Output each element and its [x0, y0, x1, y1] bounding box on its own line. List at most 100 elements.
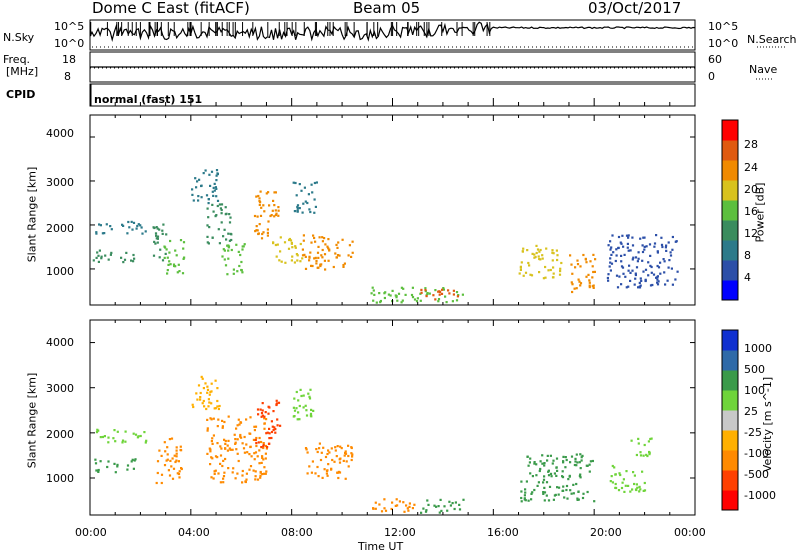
data-cell — [334, 252, 337, 255]
data-cell — [145, 439, 148, 442]
data-cell — [536, 484, 539, 487]
data-cell — [622, 478, 625, 481]
data-cell — [221, 464, 224, 468]
data-cell — [452, 289, 455, 292]
data-cell — [263, 210, 266, 213]
data-cell — [576, 259, 579, 262]
data-cell — [344, 477, 347, 480]
data-cell — [267, 191, 270, 194]
data-cell — [570, 263, 573, 266]
nsky-tick-top: 10^5 — [54, 20, 85, 33]
data-cell — [313, 211, 316, 214]
data-cell — [461, 293, 464, 296]
data-cell — [223, 228, 226, 231]
data-cell — [206, 207, 209, 210]
data-cell — [656, 281, 659, 284]
data-cell — [304, 447, 308, 450]
data-cell — [446, 509, 449, 512]
data-cell — [428, 292, 431, 295]
data-cell — [315, 259, 318, 262]
data-cell — [243, 435, 246, 439]
data-cell — [625, 234, 629, 237]
data-cell — [309, 412, 313, 415]
data-cell — [213, 182, 216, 185]
data-cell — [231, 471, 234, 474]
data-cell — [270, 420, 273, 423]
data-cell — [126, 468, 129, 471]
data-cell — [160, 481, 163, 485]
data-cell — [261, 456, 264, 459]
data-cell — [224, 457, 227, 461]
data-cell — [240, 269, 243, 272]
data-cell — [588, 470, 591, 473]
data-cell — [103, 232, 106, 235]
data-cell — [645, 453, 648, 456]
data-cell — [215, 174, 218, 177]
data-cell — [524, 488, 527, 491]
data-cell — [259, 474, 262, 477]
data-cell — [302, 239, 305, 242]
data-cell — [439, 290, 442, 294]
data-cell — [520, 496, 523, 500]
data-cell — [571, 283, 574, 286]
data-cell — [220, 221, 223, 224]
data-cell — [262, 231, 265, 234]
data-cell — [228, 221, 232, 224]
data-cell — [545, 247, 548, 250]
data-cell — [440, 292, 444, 295]
colorbar-segment — [722, 160, 738, 181]
data-cell — [203, 405, 206, 408]
data-cell — [222, 477, 225, 480]
data-cell — [324, 455, 328, 459]
data-cell — [575, 482, 578, 486]
data-cell — [639, 277, 642, 280]
data-cell — [254, 425, 258, 428]
data-cell — [231, 448, 234, 451]
data-cell — [437, 300, 440, 303]
data-cell — [168, 251, 171, 254]
data-cell — [416, 297, 419, 300]
data-cell — [278, 259, 281, 262]
data-cell — [675, 240, 678, 243]
data-cell — [614, 259, 617, 263]
data-cell — [314, 472, 317, 475]
data-cell — [204, 169, 207, 172]
data-cell — [609, 257, 612, 260]
data-cell — [314, 205, 317, 208]
data-cell — [324, 268, 327, 271]
data-cell — [592, 286, 595, 289]
data-cell — [556, 469, 559, 472]
data-cell — [130, 220, 133, 223]
data-cell — [541, 462, 544, 465]
nsearch-tick-top: 10^5 — [708, 20, 739, 33]
data-cell — [232, 268, 235, 271]
data-cell — [312, 409, 315, 412]
data-cell — [563, 496, 566, 499]
data-cell — [263, 422, 266, 425]
data-cell — [97, 260, 100, 263]
data-cell — [586, 490, 589, 494]
colorbar-segment — [722, 280, 738, 301]
data-cell — [664, 246, 667, 249]
velocity-ytick-4000: 4000 — [46, 336, 74, 349]
data-cell — [559, 267, 562, 270]
data-cell — [95, 431, 99, 434]
data-cell — [521, 250, 524, 253]
data-cell — [166, 269, 169, 272]
data-cell — [234, 438, 237, 441]
data-cell — [178, 270, 181, 273]
data-cell — [648, 243, 652, 246]
data-cell — [236, 424, 239, 427]
nsky-tick-bottom: 10^0 — [54, 37, 85, 50]
data-cell — [296, 205, 299, 209]
data-cell — [643, 236, 646, 239]
data-cell — [235, 243, 238, 246]
data-cell — [543, 462, 546, 465]
data-cell — [302, 234, 305, 237]
data-cell — [522, 274, 525, 277]
data-cell — [296, 204, 300, 207]
data-cell — [588, 284, 591, 287]
data-cell — [662, 258, 665, 261]
data-cell — [661, 245, 664, 249]
data-cell — [254, 475, 257, 478]
